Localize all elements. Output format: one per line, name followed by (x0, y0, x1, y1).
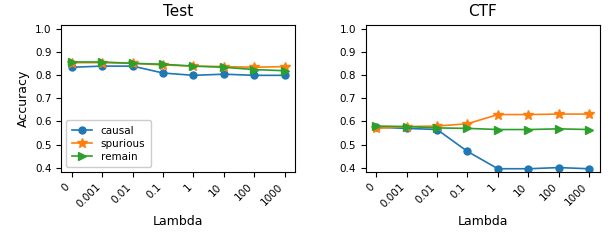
causal (373, 126, 380, 129)
spurious (220, 65, 228, 68)
remain (251, 68, 258, 71)
causal (524, 167, 532, 170)
Title: Test: Test (163, 4, 193, 19)
remain (555, 127, 562, 130)
remain (159, 63, 166, 66)
remain (464, 127, 471, 130)
spurious (464, 122, 471, 125)
causal (555, 166, 562, 169)
causal (129, 65, 136, 68)
remain (220, 66, 228, 69)
remain (403, 125, 410, 128)
causal (464, 150, 471, 153)
X-axis label: Lambda: Lambda (457, 215, 508, 228)
causal (251, 74, 258, 77)
remain (99, 61, 106, 63)
remain (524, 128, 532, 131)
spurious (403, 125, 410, 128)
spurious (129, 62, 136, 65)
remain (373, 124, 380, 127)
spurious (190, 65, 197, 68)
causal (281, 74, 288, 77)
causal (586, 167, 593, 170)
spurious (159, 63, 166, 66)
spurious (586, 113, 593, 116)
causal (494, 167, 502, 170)
causal (190, 74, 197, 77)
Legend: causal, spurious, remain: causal, spurious, remain (67, 120, 151, 167)
Line: spurious: spurious (67, 58, 289, 72)
remain (190, 65, 197, 68)
spurious (524, 113, 532, 116)
spurious (494, 113, 502, 116)
Line: spurious: spurious (371, 109, 594, 133)
Line: causal: causal (373, 124, 592, 172)
Title: CTF: CTF (468, 4, 497, 19)
remain (433, 126, 441, 129)
remain (586, 128, 593, 131)
causal (68, 66, 75, 69)
causal (159, 72, 166, 75)
spurious (281, 65, 288, 68)
causal (433, 128, 441, 131)
X-axis label: Lambda: Lambda (153, 215, 204, 228)
spurious (555, 113, 562, 116)
Y-axis label: Accuracy: Accuracy (17, 70, 29, 127)
spurious (99, 61, 106, 64)
remain (129, 62, 136, 65)
Line: causal: causal (69, 63, 288, 79)
spurious (251, 66, 258, 69)
spurious (433, 124, 441, 127)
causal (99, 65, 106, 68)
remain (494, 128, 502, 131)
remain (68, 61, 75, 63)
Line: remain: remain (372, 122, 593, 134)
causal (403, 127, 410, 130)
causal (220, 73, 228, 76)
spurious (68, 61, 75, 64)
Line: remain: remain (68, 58, 289, 75)
spurious (373, 127, 380, 130)
remain (281, 69, 288, 72)
